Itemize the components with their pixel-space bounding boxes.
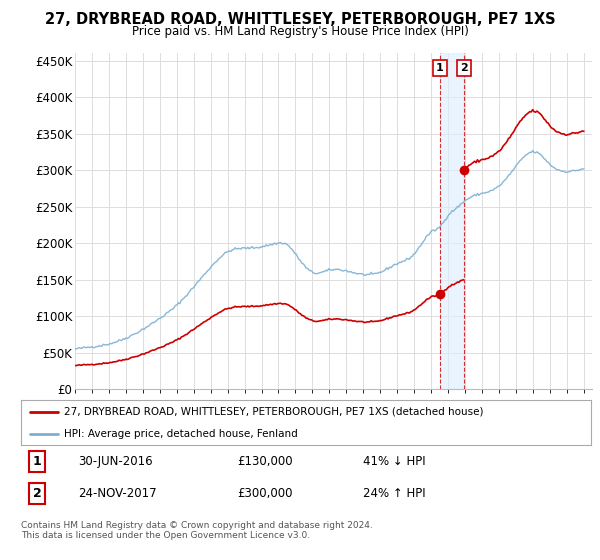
Text: HPI: Average price, detached house, Fenland: HPI: Average price, detached house, Fenl… [64,429,298,439]
Text: 41% ↓ HPI: 41% ↓ HPI [363,455,425,469]
Text: 27, DRYBREAD ROAD, WHITTLESEY, PETERBOROUGH, PE7 1XS: 27, DRYBREAD ROAD, WHITTLESEY, PETERBORO… [44,12,556,27]
Text: £300,000: £300,000 [238,487,293,501]
Text: Price paid vs. HM Land Registry's House Price Index (HPI): Price paid vs. HM Land Registry's House … [131,25,469,38]
Text: 27, DRYBREAD ROAD, WHITTLESEY, PETERBOROUGH, PE7 1XS (detached house): 27, DRYBREAD ROAD, WHITTLESEY, PETERBORO… [64,407,483,417]
Text: £130,000: £130,000 [238,455,293,469]
Text: 2: 2 [32,487,41,501]
Text: 24-NOV-2017: 24-NOV-2017 [78,487,157,501]
Text: 1: 1 [32,455,41,469]
Text: 30-JUN-2016: 30-JUN-2016 [78,455,152,469]
Text: 2: 2 [460,63,467,73]
Text: 1: 1 [436,63,443,73]
Text: 24% ↑ HPI: 24% ↑ HPI [363,487,425,501]
Text: Contains HM Land Registry data © Crown copyright and database right 2024.
This d: Contains HM Land Registry data © Crown c… [21,521,373,540]
Bar [440,53,464,389]
